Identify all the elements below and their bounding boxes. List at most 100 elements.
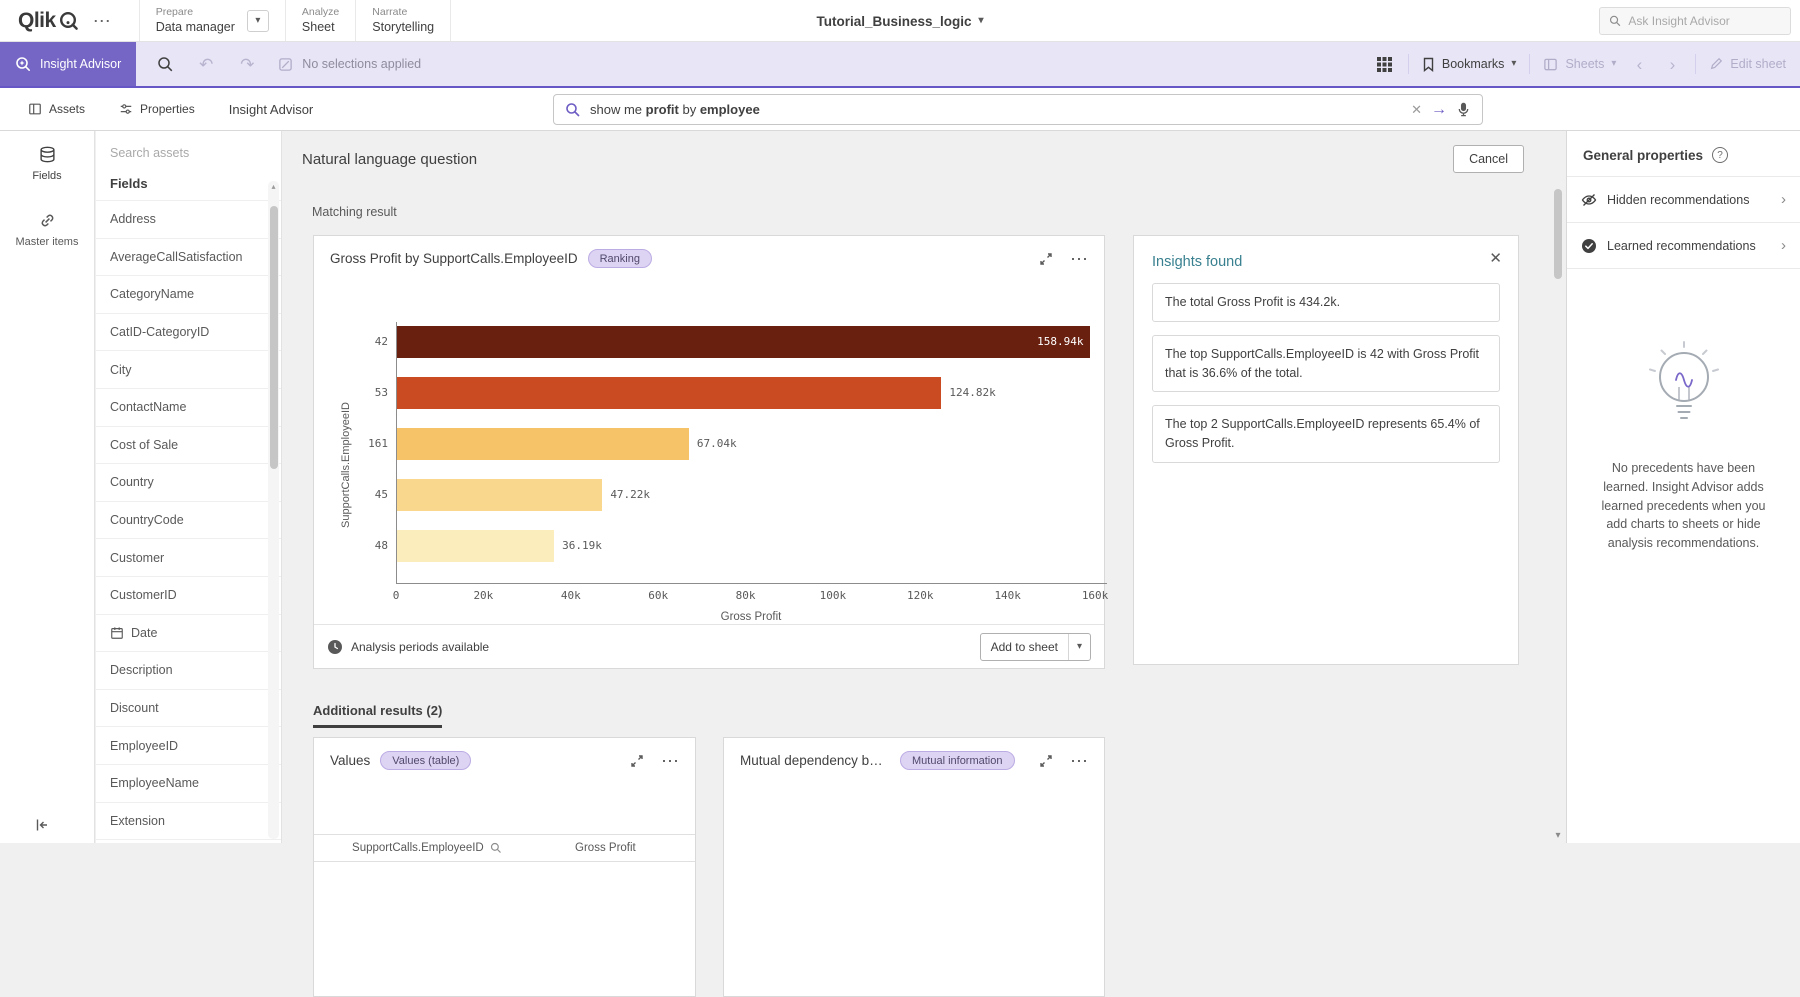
cancel-button[interactable]: Cancel <box>1453 145 1524 173</box>
qlik-logo-text: Qlik <box>18 8 56 32</box>
bar-row-48[interactable]: 48 36.19k <box>375 530 1106 562</box>
insight-item[interactable]: The top 2 SupportCalls.EmployeeID repres… <box>1152 405 1500 463</box>
bar-row-45[interactable]: 45 47.22k <box>375 479 1106 511</box>
next-sheet-button[interactable]: › <box>1662 53 1682 75</box>
insight-item[interactable]: The total Gross Profit is 434.2k. <box>1152 283 1500 322</box>
prev-sheet-button[interactable]: ‹ <box>1629 53 1649 75</box>
additional-results-tab[interactable]: Additional results (2) <box>313 703 443 728</box>
bar-segment[interactable] <box>396 479 603 511</box>
selection-forward-button[interactable]: ↷ <box>237 53 257 75</box>
nl-query-input[interactable]: show me profit by employee ✕ → <box>553 94 1483 125</box>
nav-tab-prepare[interactable]: Prepare Data manager ▾ <box>138 0 285 41</box>
chart-card[interactable]: Gross Profit by SupportCalls.EmployeeID … <box>313 235 1109 669</box>
field-item-city[interactable]: City <box>96 351 281 389</box>
chevron-right-icon: › <box>1781 237 1786 254</box>
ask-insight-search[interactable] <box>1599 7 1791 35</box>
help-icon[interactable]: ? <box>1712 147 1729 163</box>
analysis-periods-note[interactable]: Analysis periods available <box>327 639 489 655</box>
nav-tab-narrate[interactable]: Narrate Storytelling <box>355 0 452 41</box>
nav-tab-analyze[interactable]: Analyze Sheet <box>284 0 355 41</box>
x-tick-label: 120k <box>907 589 934 602</box>
bar-segment[interactable] <box>396 377 942 409</box>
qlik-logo[interactable]: Qlik <box>0 9 79 33</box>
y-tick-label: 161 <box>368 437 388 450</box>
field-item-employeename[interactable]: EmployeeName <box>96 765 281 803</box>
prop-row-learned-recommendations[interactable]: Learned recommendations › <box>1567 223 1800 269</box>
search-assets-input[interactable] <box>110 146 267 160</box>
bookmarks-button[interactable]: Bookmarks ▾ <box>1422 57 1516 72</box>
submit-query-button[interactable]: → <box>1431 100 1447 118</box>
values-column-employeeid[interactable]: SupportCalls.EmployeeID <box>326 842 528 854</box>
x-tick-label: 160k <box>1081 589 1109 602</box>
mutual-menu-button[interactable]: ⋯ <box>1070 750 1088 771</box>
add-to-sheet-button[interactable]: Add to sheet ▾ <box>979 632 1091 661</box>
field-item-country[interactable]: Country <box>96 464 281 502</box>
field-item-description[interactable]: Description <box>96 652 281 690</box>
field-item-address[interactable]: Address <box>96 201 281 239</box>
values-card-header: Values Values (table) ⋯ <box>314 738 695 770</box>
field-item-customer[interactable]: Customer <box>96 539 281 577</box>
app-title[interactable]: Tutorial_Business_logic ▾ <box>816 0 983 42</box>
bar-segment[interactable] <box>396 530 555 562</box>
field-item-employeeid[interactable]: EmployeeID <box>96 727 281 765</box>
mutual-dependency-card[interactable]: Mutual dependency bet... Mutual informat… <box>723 737 1105 997</box>
scroll-down-button[interactable]: ▾ <box>1551 830 1565 841</box>
prop-row-hidden-recommendations[interactable]: Hidden recommendations › <box>1567 177 1800 223</box>
bar-segment[interactable] <box>396 428 689 460</box>
values-card[interactable]: Values Values (table) ⋯ SupportCalls.Emp… <box>313 737 696 997</box>
edit-sheet-button[interactable]: Edit sheet <box>1709 57 1786 71</box>
smart-search-button[interactable] <box>155 53 175 75</box>
chart-menu-button[interactable]: ⋯ <box>1070 248 1088 269</box>
selection-back-button[interactable]: ↶ <box>196 53 216 75</box>
expand-values-button[interactable] <box>630 754 644 768</box>
x-tick-label: 20k <box>473 589 494 602</box>
rail-item-fields[interactable]: Fields <box>0 131 94 197</box>
prepare-dropdown-button[interactable]: ▾ <box>246 9 269 32</box>
bar-row-42[interactable]: 42 158.94k <box>375 326 1106 358</box>
query-text[interactable]: show me profit by employee <box>590 102 760 117</box>
scroll-thumb[interactable] <box>269 206 278 469</box>
mic-button[interactable] <box>1456 102 1471 117</box>
sheets-button[interactable]: Sheets ▾ <box>1543 57 1616 72</box>
scroll-thumb[interactable] <box>1554 189 1562 279</box>
x-axis-ticks: 0 20k 40k 60k 80k 100k 120k 140k 160k <box>393 589 1109 603</box>
expand-chart-button[interactable] <box>1039 252 1053 266</box>
expand-mutual-button[interactable] <box>1039 754 1053 768</box>
clear-query-button[interactable]: ✕ <box>1411 102 1422 117</box>
field-item-extension[interactable]: Extension <box>96 803 281 841</box>
field-item-categoryname[interactable]: CategoryName <box>96 276 281 314</box>
rail-item-master-items[interactable]: Master items <box>0 197 94 263</box>
values-column-grossprofit[interactable]: Gross Profit <box>528 842 683 854</box>
values-menu-button[interactable]: ⋯ <box>661 750 679 771</box>
field-item-cost-of-sale[interactable]: Cost of Sale <box>96 427 281 465</box>
more-menu-button[interactable]: ⋯ <box>92 10 113 31</box>
assets-tab[interactable]: Assets <box>28 102 85 116</box>
properties-tab[interactable]: Properties <box>119 102 195 116</box>
fields-scrollbar[interactable]: ▴ <box>268 181 279 839</box>
field-item-customerid[interactable]: CustomerID <box>96 577 281 615</box>
field-item-discount[interactable]: Discount <box>96 690 281 728</box>
bar-segment[interactable]: 158.94k <box>396 326 1091 358</box>
insight-item[interactable]: The top SupportCalls.EmployeeID is 42 wi… <box>1152 334 1500 393</box>
field-item-catid-categoryid[interactable]: CatID-CategoryID <box>96 314 281 352</box>
field-item-countrycode[interactable]: CountryCode <box>96 502 281 540</box>
field-item-date[interactable]: Date <box>96 615 281 653</box>
close-insights-button[interactable]: ✕ <box>1489 250 1502 267</box>
collapse-panel-button[interactable] <box>34 817 50 833</box>
field-item-averagecallsatisfaction[interactable]: AverageCallSatisfaction <box>96 239 281 277</box>
search-icon <box>1609 15 1621 27</box>
field-item-contactname[interactable]: ContactName <box>96 389 281 427</box>
scroll-up-icon[interactable]: ▴ <box>271 182 276 191</box>
clear-selections-icon[interactable] <box>278 57 293 72</box>
bar-rows: 42 158.94k 53 124.82k 161 67.04k 45 47.22k 48 36.… <box>368 326 1106 562</box>
bar-row-161[interactable]: 161 67.04k <box>368 428 1106 460</box>
mutual-card-header: Mutual dependency bet... Mutual informat… <box>724 738 1104 770</box>
main-scrollbar[interactable]: ▾ <box>1551 131 1565 843</box>
ask-insight-input[interactable] <box>1628 14 1781 28</box>
app-overview-button[interactable] <box>1375 53 1395 75</box>
insights-title: Insights found <box>1152 254 1243 270</box>
column-search-icon[interactable] <box>490 842 502 854</box>
bar-row-53[interactable]: 53 124.82k <box>375 377 1106 409</box>
insight-advisor-button[interactable]: Insight Advisor <box>0 42 137 86</box>
search-assets-box[interactable] <box>96 131 281 171</box>
